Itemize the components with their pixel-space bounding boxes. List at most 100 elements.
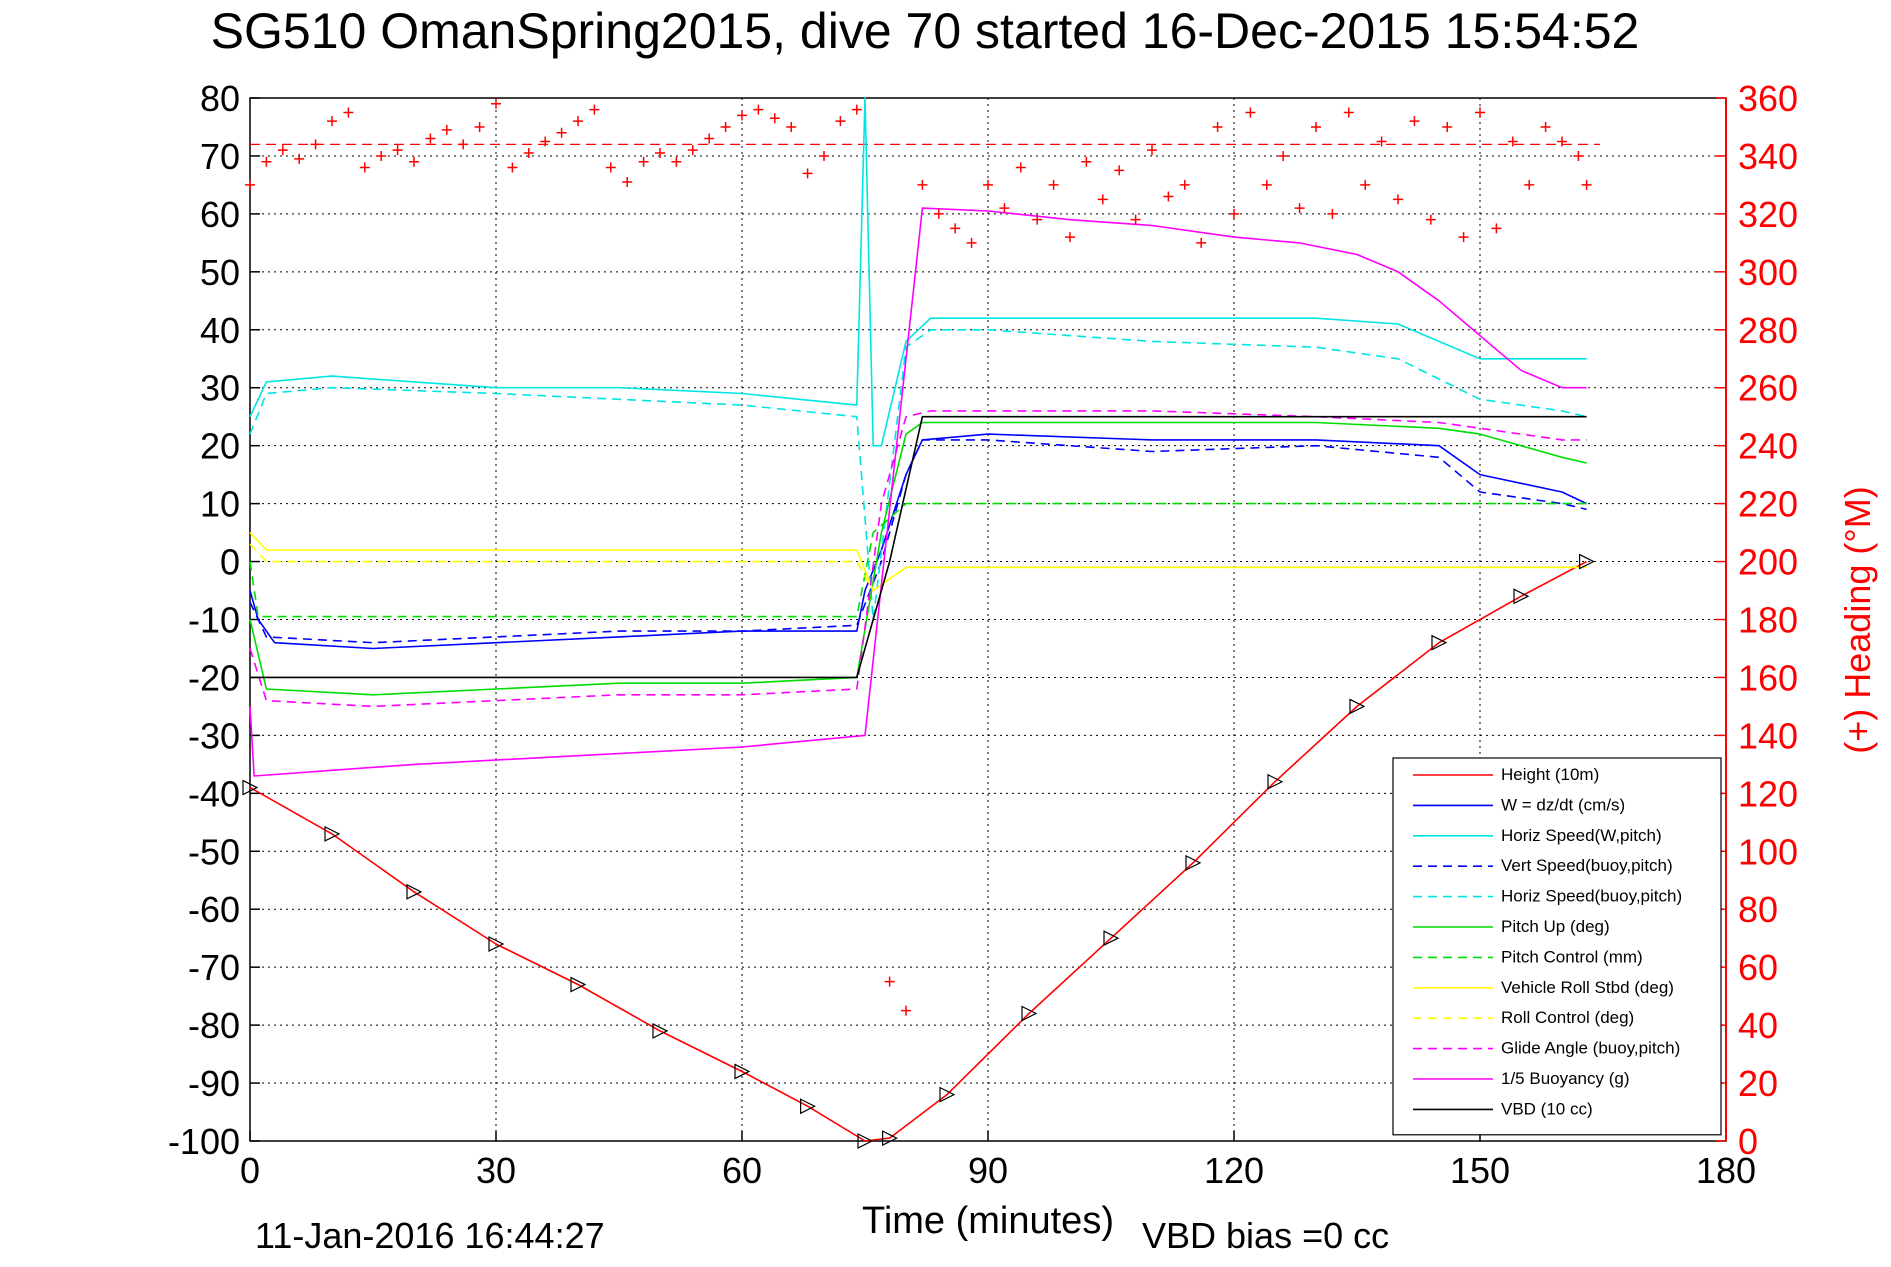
y-tick-label: -70 xyxy=(188,947,240,988)
heading-point xyxy=(851,104,862,115)
heading-point xyxy=(605,162,616,173)
depth-marker xyxy=(652,1022,669,1039)
heading-point xyxy=(1540,121,1551,132)
heading-point xyxy=(966,237,977,248)
heading-point xyxy=(327,116,337,127)
y2-tick-label: 360 xyxy=(1738,78,1798,119)
y2-tick-label: 120 xyxy=(1738,773,1798,814)
heading-point xyxy=(769,113,780,124)
heading-point xyxy=(1294,203,1305,214)
y-tick-label: 0 xyxy=(220,542,240,583)
heading-point xyxy=(655,148,665,159)
heading-point xyxy=(589,104,600,115)
heading-point xyxy=(1229,208,1239,219)
depth-marker xyxy=(1349,698,1366,715)
heading-point xyxy=(622,177,633,188)
x-tick-label: 60 xyxy=(722,1150,762,1191)
y-tick-label: -10 xyxy=(188,600,240,641)
legend-entry: Vert Speed(buoy,pitch) xyxy=(1501,856,1673,875)
depth-marker xyxy=(324,825,341,842)
y2-tick-label: 80 xyxy=(1738,889,1778,930)
heading-point xyxy=(819,150,829,161)
legend-entry: 1/5 Buoyancy (g) xyxy=(1501,1069,1630,1088)
depth-marker xyxy=(882,1130,898,1147)
heading-point xyxy=(376,150,387,161)
y-tick-label: 50 xyxy=(200,252,240,293)
legend-entry: Glide Angle (buoy,pitch) xyxy=(1501,1039,1680,1058)
x-axis-label: Time (minutes) xyxy=(862,1200,1114,1242)
heading-point xyxy=(523,148,534,159)
depth-marker xyxy=(1431,634,1448,651)
depth-marker xyxy=(857,1133,874,1149)
y2-tick-label: 20 xyxy=(1738,1063,1778,1104)
depth-marker xyxy=(939,1086,956,1103)
heading-point xyxy=(1311,121,1321,132)
heading-point xyxy=(540,136,551,147)
heading-point xyxy=(1557,136,1567,147)
y-tick-label: 70 xyxy=(200,136,240,177)
heading-point xyxy=(261,156,272,167)
heading-point xyxy=(1327,208,1338,219)
heading-point xyxy=(901,1005,911,1016)
heading-point xyxy=(1442,121,1453,132)
y2-tick-label: 200 xyxy=(1738,542,1798,583)
depth-marker xyxy=(1021,1005,1038,1022)
heading-point xyxy=(1524,179,1535,190)
depth-marker xyxy=(1579,553,1595,570)
heading-point xyxy=(1130,214,1141,225)
depth-marker xyxy=(1513,588,1530,605)
series-line-pitch-control-mm xyxy=(249,502,1587,618)
heading-point xyxy=(1261,179,1272,190)
heading-point xyxy=(359,162,370,173)
heading-point xyxy=(1245,107,1256,118)
heading-point xyxy=(343,107,354,118)
footer-date: 11-Jan-2016 16:44:27 xyxy=(255,1215,605,1256)
series-line-height-10m xyxy=(249,560,1587,1142)
y2-axis-label: (+) Heading (°M) xyxy=(1837,486,1878,753)
y-tick-label: -50 xyxy=(188,831,240,872)
heading-point xyxy=(1393,194,1403,205)
y2-tick-label: 160 xyxy=(1738,657,1798,698)
y-tick-label: -60 xyxy=(188,889,240,930)
legend-entry: Height (10m) xyxy=(1501,765,1599,784)
heading-point xyxy=(720,121,731,132)
heading-point xyxy=(1179,179,1190,190)
depth-marker xyxy=(570,976,587,993)
heading-point xyxy=(1065,232,1075,243)
heading-point xyxy=(638,156,649,167)
legend-entry: Pitch Control (mm) xyxy=(1501,947,1643,966)
y-tick-label: 20 xyxy=(200,426,240,467)
depth-marker xyxy=(1267,773,1284,790)
heading-point xyxy=(1147,145,1157,156)
heading-point xyxy=(310,139,321,150)
series-line-roll-control-deg xyxy=(249,543,1587,592)
heading-point xyxy=(474,121,485,132)
heading-point xyxy=(1163,191,1174,202)
depth-marker xyxy=(488,936,505,952)
heading-point xyxy=(1409,116,1420,127)
legend-entry: Pitch Up (deg) xyxy=(1501,917,1610,936)
y2-tick-label: 100 xyxy=(1738,831,1798,872)
legend-entry: VBD (10 cc) xyxy=(1501,1099,1593,1118)
heading-point xyxy=(1278,150,1289,161)
x-tick-label: 90 xyxy=(968,1150,1008,1191)
depth-marker xyxy=(1185,854,1202,871)
series-line-1-5-buoyancy-g xyxy=(249,207,1587,777)
series-line-vbd-10-cc xyxy=(250,415,1587,679)
heading-point xyxy=(1343,107,1354,118)
heading-point xyxy=(458,139,469,150)
heading-point xyxy=(1032,214,1043,225)
depth-marker xyxy=(406,883,423,900)
legend-entry: Horiz Speed(W,pitch) xyxy=(1501,826,1662,845)
y2-tick-label: 140 xyxy=(1738,715,1798,756)
heading-point xyxy=(687,145,698,156)
heading-point xyxy=(1081,156,1092,167)
heading-point xyxy=(1015,162,1026,173)
footer-vbd-bias: VBD bias =0 cc xyxy=(1142,1215,1389,1256)
y2-tick-label: 180 xyxy=(1738,600,1798,641)
y2-tick-label: 60 xyxy=(1738,947,1778,988)
heading-point xyxy=(671,156,682,167)
heading-point xyxy=(835,116,846,127)
